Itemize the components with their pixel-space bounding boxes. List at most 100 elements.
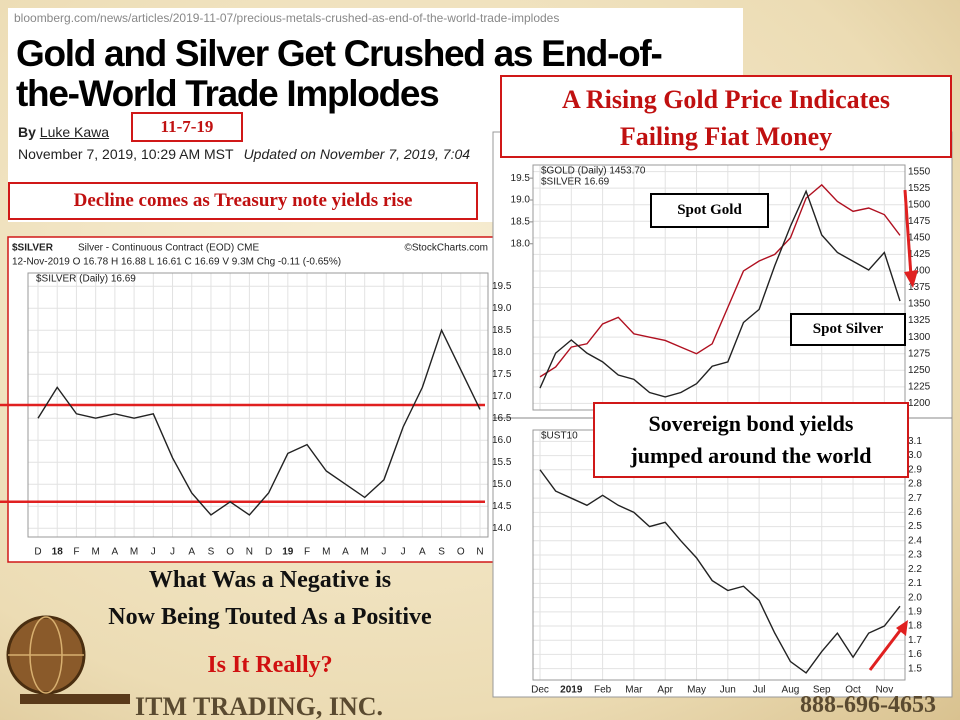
x-tick-label: Jun [720, 685, 736, 696]
y-tick-label: 1500 [908, 199, 931, 210]
x-tick-label: A [419, 547, 426, 558]
y-tick-label: 1525 [908, 183, 931, 194]
arrow [868, 627, 904, 671]
byline-prefix: By [18, 124, 36, 140]
series-line [539, 469, 901, 674]
byline: By Luke Kawa [18, 124, 109, 140]
y-tick-label: 1425 [908, 249, 931, 260]
y-tick-label: 1475 [908, 216, 931, 227]
y-tick-label: 1.7 [908, 635, 922, 646]
chart-title: $SILVER [12, 243, 54, 254]
arrow [903, 189, 913, 277]
y-tick-label: 17.0 [492, 391, 512, 402]
y-tick-label: 18.5 [492, 325, 512, 336]
y-tick-label: 1325 [908, 315, 931, 326]
y-tick-label: 19.5 [492, 281, 512, 292]
y-tick-label: 2.2 [908, 564, 922, 575]
updated: Updated on November 7, 2019, 7:04 [243, 146, 471, 162]
date-stamp: 11-7-19 [131, 112, 243, 142]
y-tick-label: 2.0 [908, 592, 922, 603]
callout: Spot Silver [790, 313, 906, 346]
x-tick-label: F [304, 547, 310, 558]
y-tick-label: 2.4 [908, 535, 922, 546]
y-tick-label: 15.0 [492, 479, 512, 490]
x-tick-label: Sep [813, 685, 831, 696]
y-tick-label: 1250 [908, 365, 931, 376]
y-tick-label: 1200 [908, 398, 931, 409]
headline-box: A Rising Gold Price Indicates Failing Fia… [500, 75, 952, 158]
y-tick-label: 1.8 [908, 621, 922, 632]
callout: Sovereign bond yields jumped around the w… [593, 402, 909, 478]
headline-box-line: A Rising Gold Price Indicates [562, 85, 890, 114]
x-tick-label: Dec [531, 685, 549, 696]
x-tick-label: Aug [782, 685, 800, 696]
x-tick-label: M [322, 547, 330, 558]
y-tick-label: 3.0 [908, 450, 922, 461]
legend-entry: $GOLD (Daily) 1453.70 [541, 166, 646, 177]
y-tick-label: 1400 [908, 266, 931, 277]
legend-entry: $SILVER 16.69 [541, 177, 610, 188]
x-tick-label: 2019 [560, 685, 583, 696]
y-tick-label: 18.0 [492, 347, 512, 358]
chart-source: ©StockCharts.com [404, 243, 488, 254]
y-tick-label: 1450 [908, 232, 931, 243]
y-tick-label: 1550 [908, 166, 931, 177]
y-tick-label: 16.5 [492, 413, 512, 424]
y-tick-label: 1.9 [908, 606, 922, 617]
x-tick-label: S [208, 547, 215, 558]
callout: Spot Gold [650, 193, 769, 228]
x-tick-label: Oct [845, 685, 861, 696]
x-tick-label: Apr [657, 685, 673, 696]
y2-tick-label: 19.0 [511, 195, 531, 206]
x-tick-label: J [151, 547, 156, 558]
y-tick-label: 3.1 [908, 436, 922, 447]
series-line [37, 328, 481, 516]
x-tick-label: J [170, 547, 175, 558]
headline: the-World Trade Implodes [16, 73, 440, 114]
author[interactable]: Luke Kawa [39, 124, 110, 140]
x-tick-label: J [381, 547, 386, 558]
x-tick-label: F [73, 547, 79, 558]
y2-tick-label: 18.0 [511, 238, 531, 249]
subhead-box: Decline comes as Treasury note yields ri… [8, 182, 478, 220]
y-tick-label: 1.6 [908, 649, 922, 660]
y-tick-label: 16.0 [492, 435, 512, 446]
x-tick-label: A [188, 547, 195, 558]
overlay [6, 189, 918, 704]
y-tick-label: 19.0 [492, 303, 512, 314]
y-tick-label: 2.1 [908, 578, 922, 589]
y-tick-label: 1300 [908, 332, 931, 343]
x-tick-label: O [226, 547, 234, 558]
y-tick-label: 2.6 [908, 507, 922, 518]
chart-info: 12-Nov-2019 O 16.78 H 16.88 L 16.61 C 16… [12, 257, 341, 268]
y2-tick-label: 19.5 [511, 173, 531, 184]
headline: Gold and Silver Get Crushed as End-of- [16, 33, 663, 74]
x-tick-label: J [401, 547, 406, 558]
caption: Now Being Touted As a Positive [108, 604, 432, 630]
y-tick-label: 1350 [908, 299, 931, 310]
x-tick-label: S [438, 547, 445, 558]
x-tick-label: N [246, 547, 253, 558]
x-tick-label: M [130, 547, 138, 558]
published: November 7, 2019, 10:29 AM MST [18, 146, 234, 162]
y-tick-label: 2.7 [908, 493, 922, 504]
y-tick-label: 1.5 [908, 663, 922, 674]
legend-entry: $UST10 [541, 431, 578, 442]
x-tick-label: M [361, 547, 369, 558]
x-tick-label: N [476, 547, 483, 558]
x-tick-label: Feb [594, 685, 612, 696]
x-tick-label: Mar [625, 685, 643, 696]
x-tick-label: O [457, 547, 465, 558]
headline-box-line: Failing Fiat Money [619, 122, 833, 151]
dates: November 7, 2019, 10:29 AM MST Updated on… [18, 146, 470, 162]
series-line [539, 189, 901, 398]
x-tick-label: M [91, 547, 99, 558]
callout-line: Sovereign bond yields [648, 411, 854, 436]
y-tick-label: 2.3 [908, 550, 922, 561]
callout-line: jumped around the world [630, 443, 872, 468]
x-tick-label: Jul [753, 685, 766, 696]
y-tick-label: 2.8 [908, 479, 922, 490]
x-tick-label: A [112, 547, 119, 558]
y-tick-label: 17.5 [492, 369, 512, 380]
